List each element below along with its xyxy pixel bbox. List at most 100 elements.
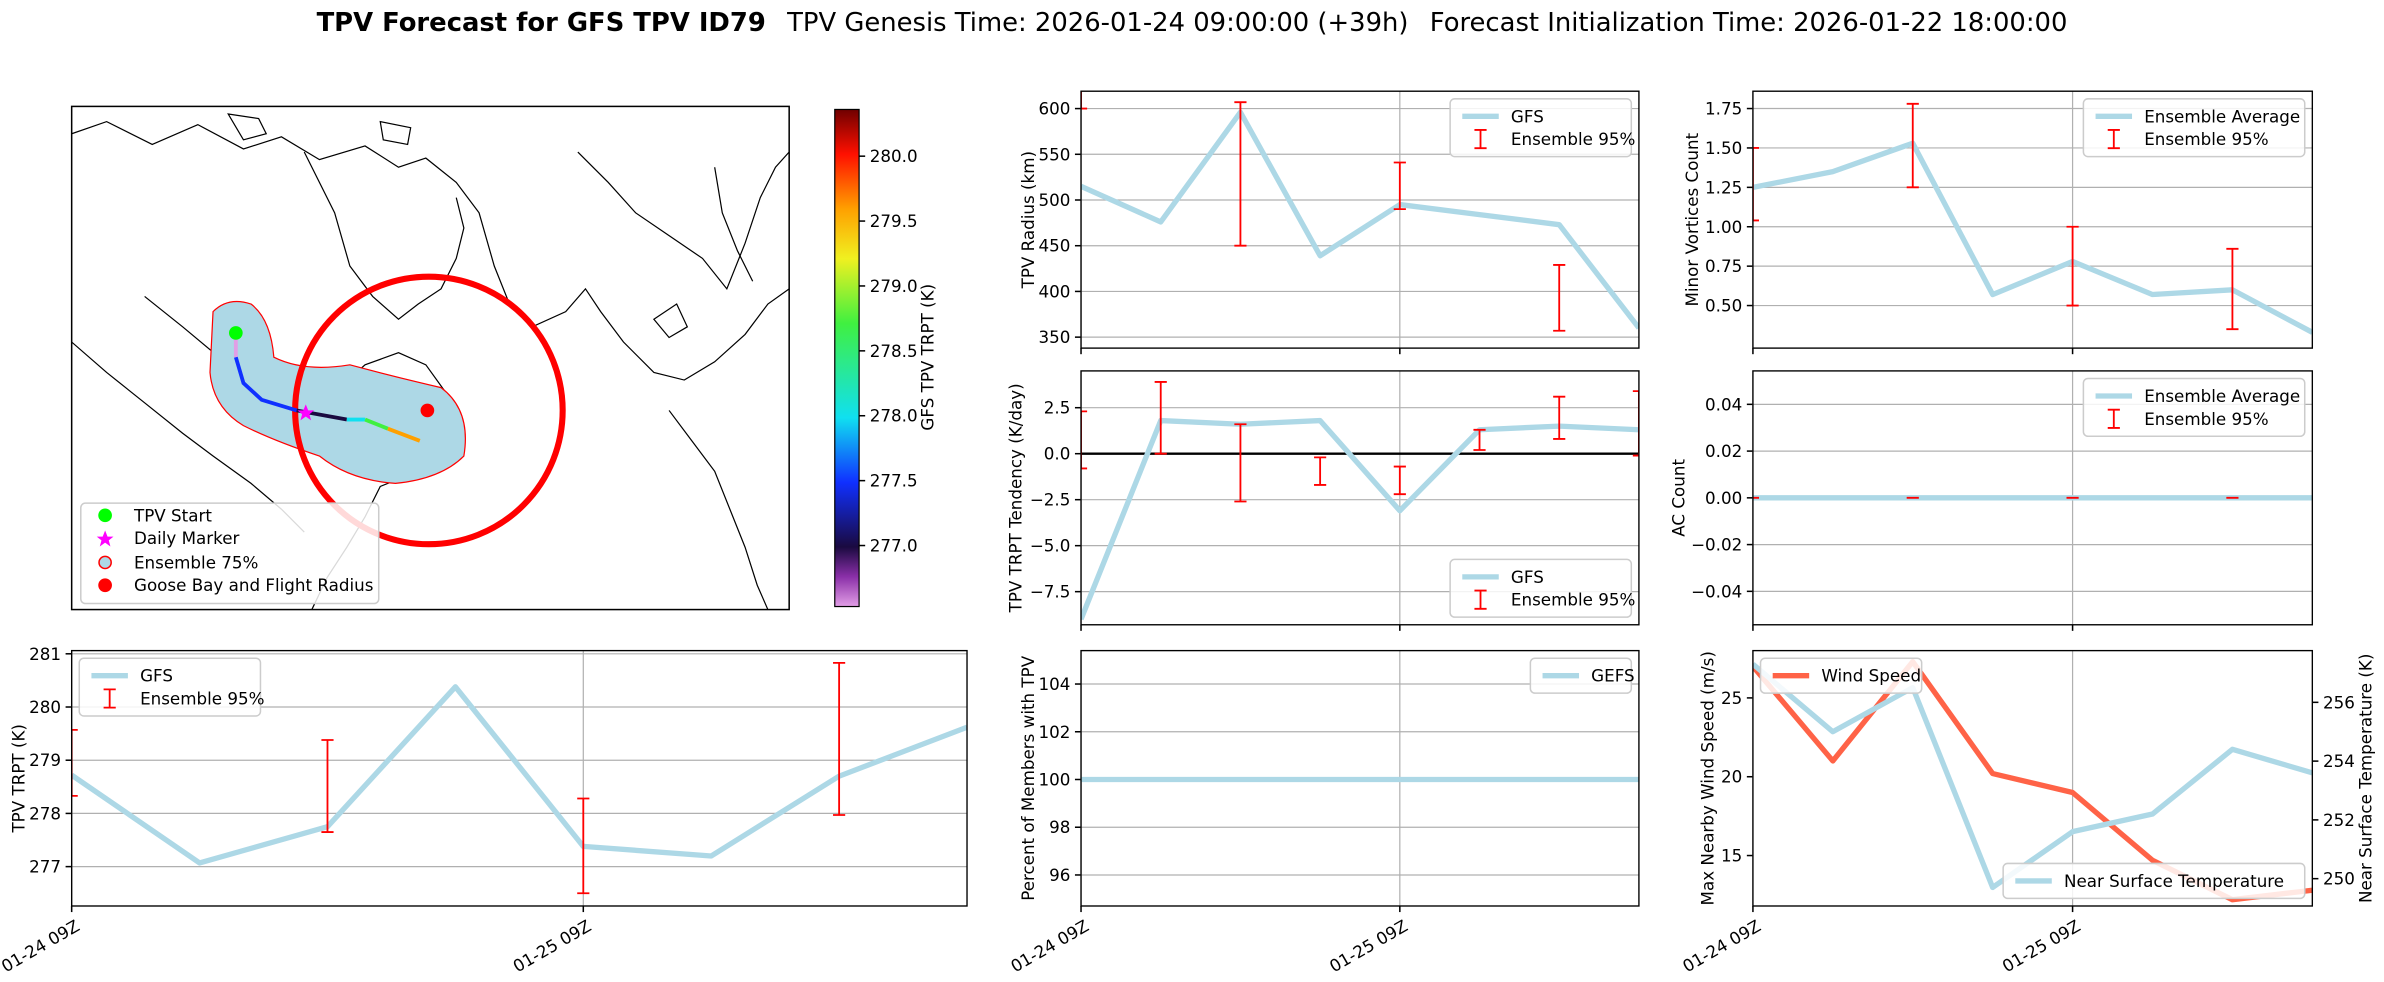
colorbar-tick-label: 278.5: [870, 341, 918, 361]
map-frame: [70, 105, 790, 611]
error-bar: [2066, 225, 2079, 307]
legend-label: Goose Bay and Flight Radius: [134, 575, 373, 595]
y-tick-label: 550: [1038, 144, 1070, 164]
legend-box: [2002, 862, 2306, 900]
legend-label: Ensemble Average: [2144, 386, 2300, 406]
axes-frame: [1080, 649, 1640, 907]
legend: GFS Ensemble 95%: [1449, 558, 1635, 618]
daily-marker: [297, 404, 315, 421]
error-bar: [577, 797, 590, 895]
y-tick-label: 600: [1038, 99, 1070, 119]
legend-box: [80, 502, 380, 605]
legend-label: Ensemble Average: [2144, 106, 2300, 126]
x-tick-label: 01-24 09Z: [1007, 916, 1092, 977]
legend-box: [2082, 98, 2306, 158]
y-tick-label: 281: [29, 644, 61, 664]
title-init: Forecast Initialization Time: 2026-01-22…: [1430, 8, 2068, 38]
track-segment: [364, 417, 389, 431]
error-bar: [2226, 247, 2239, 331]
legend-swatch: [1474, 589, 1487, 610]
y-tick-label: 277: [29, 857, 61, 877]
error-bar: [71, 728, 78, 797]
y-tick-label: 0.0: [1044, 444, 1071, 464]
figure-title: TPV Forecast for GFS TPV ID79 TPV Genesis…: [317, 8, 2068, 38]
y-tick-label: −0.04: [1691, 581, 1742, 601]
series-line: [1752, 662, 2313, 891]
legend-swatch: [103, 688, 116, 709]
y-tick-label: −7.5: [1030, 582, 1071, 602]
legend-swatch: [2107, 129, 2120, 150]
tpv-start: [229, 326, 243, 340]
y-tick-label: 279: [29, 750, 61, 770]
axes-frame: [1080, 90, 1640, 349]
axes-frame: [70, 649, 968, 907]
colorbar-tick-label: 279.5: [870, 211, 918, 231]
y-tick-label: 1.25: [1705, 177, 1742, 197]
colorbar-tick-label: 278.0: [870, 406, 918, 426]
legend-label: Daily Marker: [134, 528, 240, 548]
legend-label: Ensemble 95%: [1511, 129, 1635, 149]
error-bar: [1393, 465, 1406, 496]
legend-box: [78, 657, 262, 717]
legend-label: GEFS: [1591, 666, 1634, 686]
y-tick-label: 1.50: [1705, 138, 1742, 158]
y-tick-label: 0.02: [1705, 441, 1742, 461]
legend-box: [1529, 657, 1633, 694]
legend-label: Ensemble 95%: [1511, 590, 1635, 610]
y-tick-label: 400: [1038, 281, 1070, 301]
y-tick-label: 15: [1721, 846, 1742, 866]
error-bar: [1473, 428, 1486, 451]
y-tick-label: 25: [1721, 688, 1742, 708]
error-bar: [1553, 263, 1566, 332]
legend-box: [1449, 558, 1633, 618]
legend-label: GFS: [1511, 106, 1544, 126]
y-tick-label: −0.02: [1691, 535, 1742, 555]
error-bar: [1081, 410, 1088, 470]
colorbar: [834, 108, 860, 608]
y-axis-label: Max Nearby Wind Speed (m/s): [1697, 651, 1717, 905]
legend-label: Ensemble 95%: [2144, 409, 2268, 429]
y-tick-label: 98: [1049, 817, 1070, 837]
y-tick-label: 0.04: [1705, 394, 1742, 414]
legend-label: Ensemble 75%: [134, 552, 258, 572]
y-tick-label: 104: [1038, 674, 1070, 694]
y-axis-label: TPV TRPT (K): [8, 724, 28, 834]
legend-marker: [96, 530, 114, 547]
error-bar: [1234, 423, 1247, 503]
y-tick-label: 278: [29, 803, 61, 823]
track-segment: [387, 426, 421, 443]
y-tick-label: 1.00: [1705, 217, 1742, 237]
y-tick-label: 500: [1038, 190, 1070, 210]
colorbar-label: GFS TPV TRPT (K): [917, 284, 937, 431]
y-tick-label: 450: [1038, 236, 1070, 256]
y-tick-label: 350: [1038, 327, 1070, 347]
error-bar: [1234, 101, 1247, 247]
legend-box: [1759, 657, 1923, 694]
legend: Ensemble Average Ensemble 95%: [2082, 377, 2306, 438]
axes-frame: [1752, 370, 2314, 626]
x-tick-label: 01-24 09Z: [0, 916, 83, 977]
legend: Wind Speed: [1759, 657, 1923, 694]
title-main: TPV Forecast for GFS TPV ID79: [317, 8, 766, 38]
legend-label: GFS: [1511, 567, 1544, 587]
error-bar: [1393, 161, 1406, 211]
y2-axis-label: Near Surface Temperature (K): [2356, 654, 2376, 903]
series-line: [1081, 109, 1639, 330]
y-tick-label: −5.0: [1030, 536, 1071, 556]
legend-label: Near Surface Temperature: [2064, 871, 2284, 891]
track-segment: [234, 356, 298, 413]
legend-label: Ensemble 95%: [2144, 129, 2268, 149]
x-tick-label: 01-24 09Z: [1679, 916, 1764, 977]
y2-tick-label: 254: [2323, 751, 2355, 771]
colorbar-tick-label: 280.0: [870, 146, 918, 166]
y-axis-label: Percent of Members with TPV: [1018, 655, 1038, 901]
goose-bay: [420, 403, 435, 418]
legend-swatch: [1474, 129, 1487, 150]
legend-label: Ensemble 95%: [140, 688, 264, 708]
error-bar: [1906, 102, 1919, 189]
error-bar: [1081, 91, 1088, 110]
error-bar: [1154, 381, 1167, 455]
x-tick-label: 01-25 09Z: [1326, 916, 1411, 977]
legend-label: TPV Start: [133, 505, 212, 525]
